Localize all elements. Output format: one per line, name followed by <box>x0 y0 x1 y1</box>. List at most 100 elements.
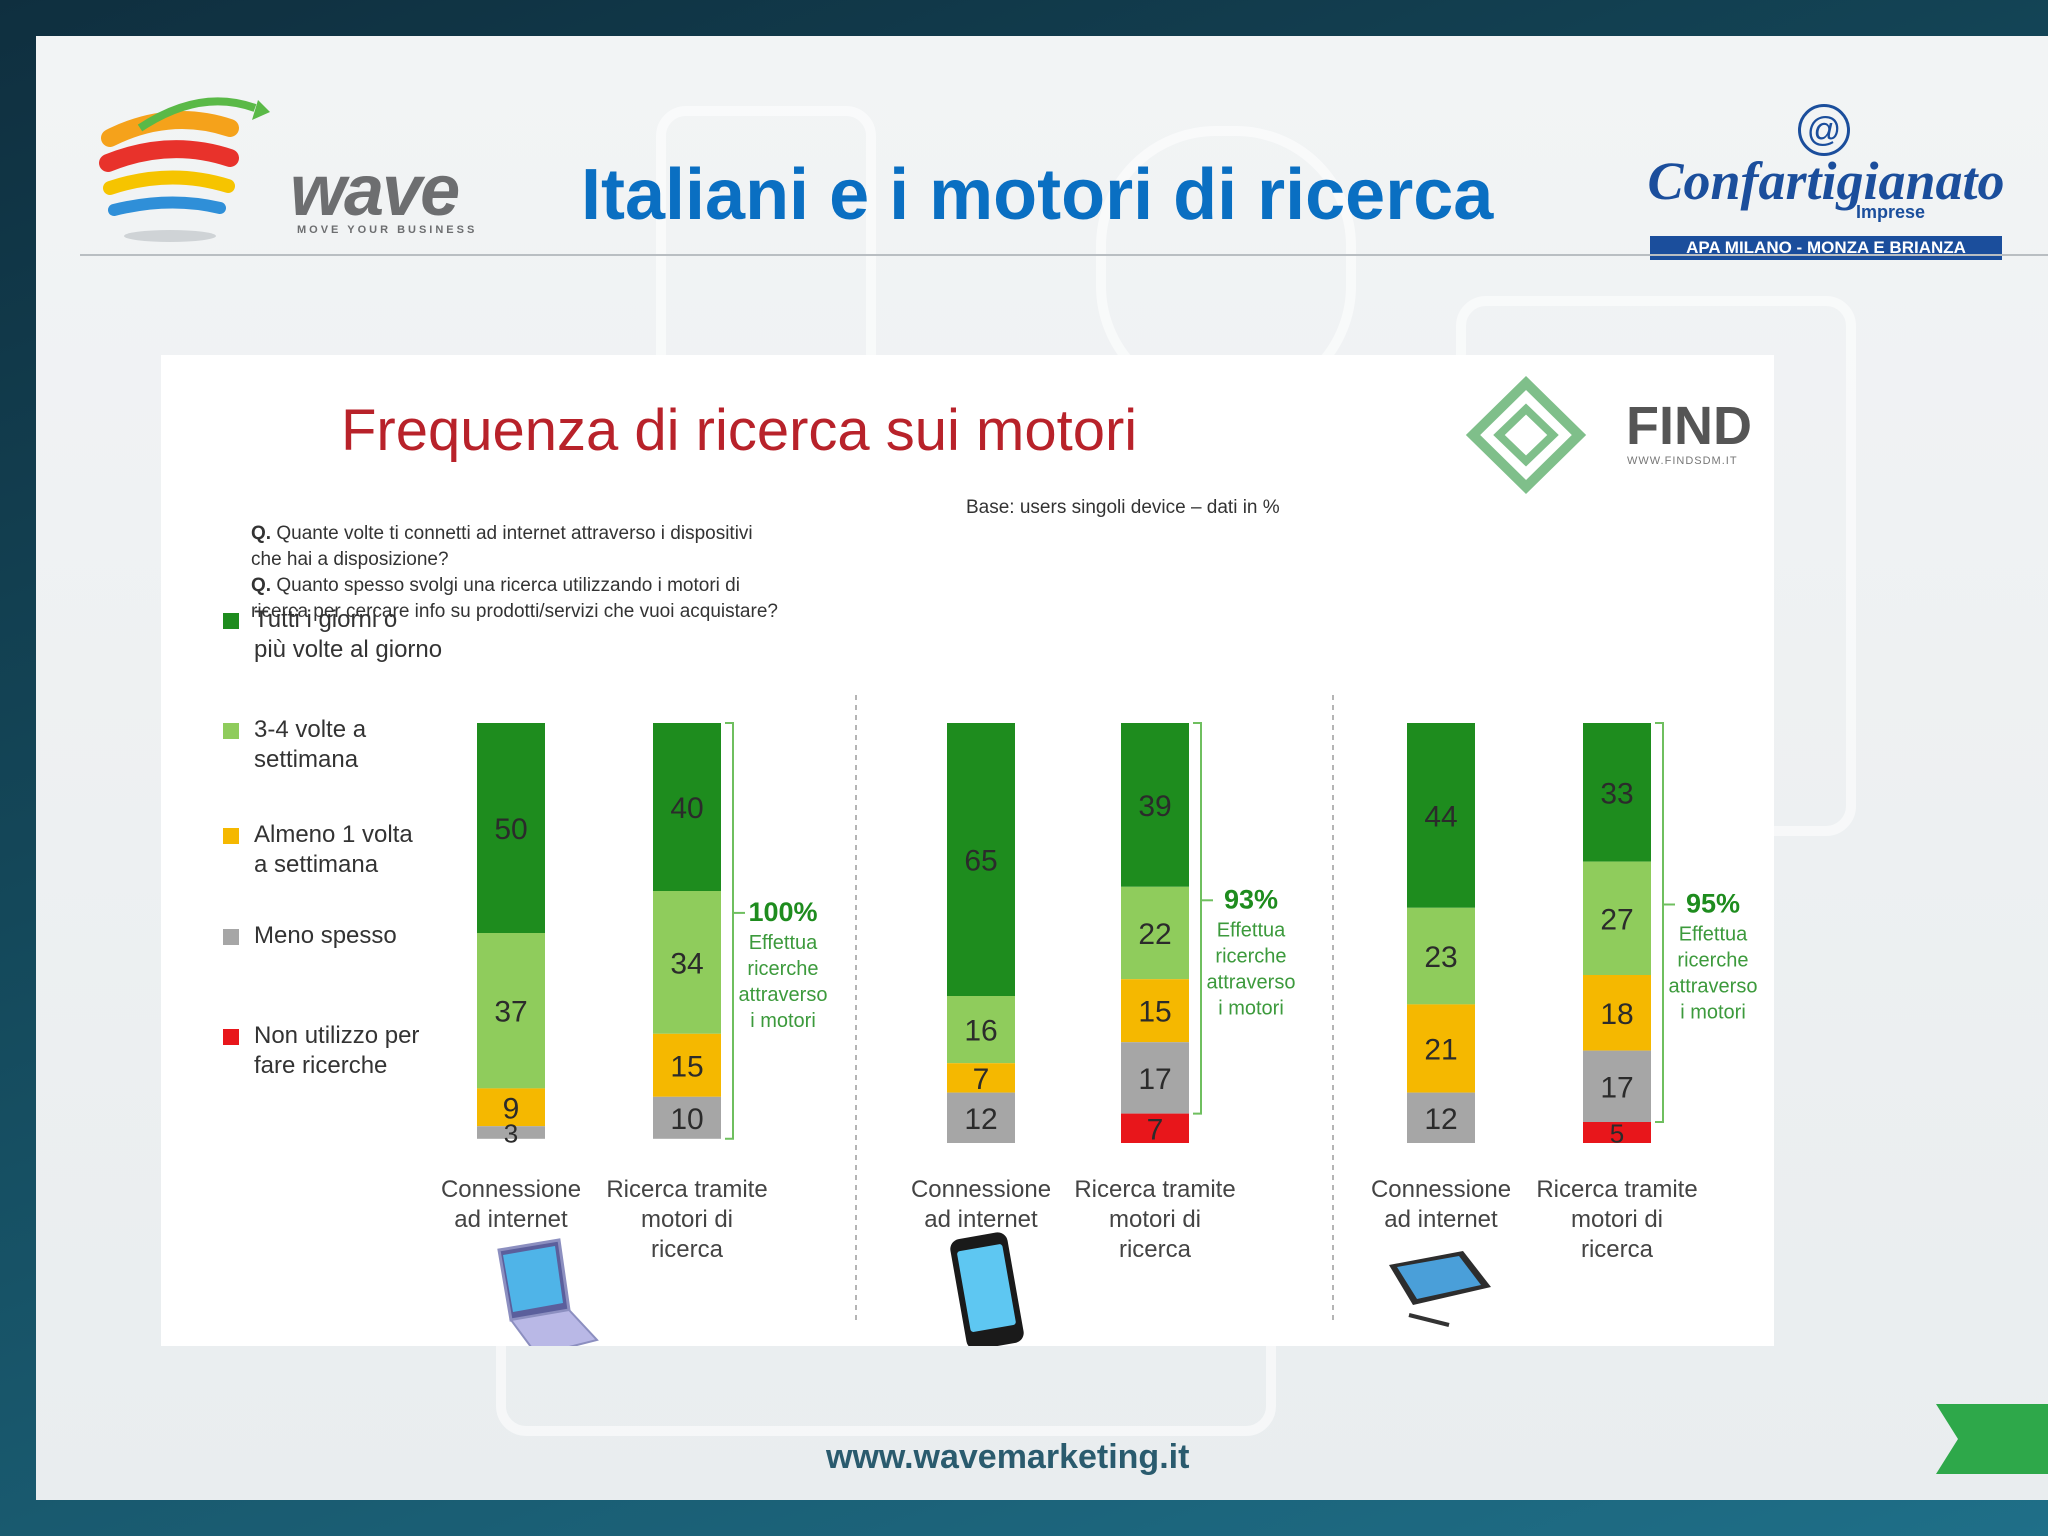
bar-segment <box>1121 1042 1189 1114</box>
at-icon: @ <box>1798 104 1850 156</box>
legend-swatch <box>223 828 239 844</box>
bracket-line <box>1193 722 1202 1115</box>
legend-label: 3-4 volte a <box>254 716 367 743</box>
question-2-line-2: ricerca per cercare info su prodotti/ser… <box>251 601 778 622</box>
bar-segment <box>1583 723 1651 862</box>
bar-segment <box>947 1092 1015 1143</box>
bracket-note: attraverso <box>1207 971 1296 993</box>
bar-segment <box>653 723 721 891</box>
data-label: 17 <box>1600 1071 1633 1104</box>
data-label: 39 <box>1138 790 1171 823</box>
chart-panel: Frequenza di ricerca sui motori FIND WWW… <box>161 355 1774 1346</box>
bracket-note: attraverso <box>739 984 828 1006</box>
find-wordmark: FIND <box>1626 396 1752 456</box>
bracket-note: Effettua <box>1217 919 1286 941</box>
data-label: 27 <box>1600 903 1633 936</box>
data-label: 22 <box>1138 918 1171 951</box>
confartigianato-wordmark: Confartigianato <box>1647 151 2005 211</box>
bar-segment <box>477 933 545 1089</box>
bar-segment <box>1407 1092 1475 1143</box>
question-1: Q. Quante volte ti connetti ad internet … <box>251 521 753 573</box>
data-label: 17 <box>1138 1063 1171 1096</box>
page-title: Italiani e i motori di ricerca <box>581 155 1494 235</box>
bracket-note: i motori <box>750 1010 816 1032</box>
data-label: 9 <box>503 1092 520 1125</box>
data-label: 7 <box>973 1063 990 1096</box>
bar-segment <box>947 1063 1015 1093</box>
question-2-prefix: Q. <box>251 575 272 596</box>
category-label: Connessione <box>441 1176 581 1203</box>
wave-swirl-icon <box>99 97 270 242</box>
legend-label: settimana <box>254 746 359 773</box>
category-label: ricerca <box>1119 1236 1192 1263</box>
bar-segment <box>1583 1050 1651 1122</box>
question-1-prefix: Q. <box>251 523 272 544</box>
category-label: Ricerca tramite <box>1074 1176 1235 1203</box>
bar-segment <box>653 1033 721 1097</box>
data-label: 16 <box>964 1015 997 1048</box>
data-label: 3 <box>504 1119 518 1149</box>
legend-label: Tutti i giorni o <box>254 606 397 633</box>
legend-swatch <box>223 929 239 945</box>
bar-segment <box>477 723 545 933</box>
category-label: Connessione <box>1371 1176 1511 1203</box>
data-label: 34 <box>670 947 703 980</box>
category-label: Ricerca tramite <box>606 1176 767 1203</box>
bar-segment <box>477 1088 545 1127</box>
stylus-icon <box>1408 1313 1450 1327</box>
bar-segment <box>477 1126 545 1139</box>
smartphone-screen <box>957 1244 1016 1332</box>
data-label: 21 <box>1424 1034 1457 1067</box>
confartigianato-sub: Imprese <box>1856 202 1926 222</box>
bar-segment <box>1121 979 1189 1043</box>
question-2: Q. Quanto spesso svolgi una ricerca util… <box>251 573 778 625</box>
legend-swatch <box>223 1029 239 1045</box>
legend-swatch <box>223 723 239 739</box>
bracket-note: ricerche <box>1215 945 1286 967</box>
data-label: 23 <box>1424 941 1457 974</box>
legend-label: Almeno 1 volta <box>254 821 413 848</box>
laptop-screen <box>503 1246 563 1312</box>
data-label: 15 <box>1138 996 1171 1029</box>
category-label: motori di <box>641 1206 733 1233</box>
legend-label: a settimana <box>254 851 379 878</box>
data-label: 15 <box>670 1050 703 1083</box>
data-label: 5 <box>1610 1119 1624 1149</box>
category-label: ad internet <box>924 1206 1038 1233</box>
bracket-percent: 100% <box>748 897 817 927</box>
bar-segment <box>1583 861 1651 975</box>
data-label: 7 <box>1147 1113 1164 1146</box>
bar-segment <box>1121 723 1189 887</box>
data-label: 12 <box>964 1103 997 1136</box>
find-logo <box>1461 375 1741 495</box>
bar-segment <box>1583 1122 1651 1143</box>
bracket-line <box>1655 722 1664 1123</box>
bar-segment <box>1583 975 1651 1051</box>
tablet-screen <box>1397 1256 1481 1299</box>
category-label: ricerca <box>1581 1236 1654 1263</box>
data-label: 44 <box>1424 800 1457 833</box>
bracket-note: i motori <box>1218 997 1284 1019</box>
data-label: 65 <box>964 845 997 878</box>
category-label: motori di <box>1109 1206 1201 1233</box>
data-label: 50 <box>494 813 527 846</box>
category-label: Ricerca tramite <box>1536 1176 1697 1203</box>
green-ribbon <box>1936 1404 2048 1474</box>
bracket-note: ricerche <box>1677 950 1748 972</box>
wave-logo: wave MOVE YOUR BUSINESS <box>80 68 480 248</box>
bracket-percent: 93% <box>1224 884 1278 914</box>
bar-segment <box>1407 723 1475 908</box>
bracket-note: ricerche <box>747 958 818 980</box>
find-diamond-icon <box>1465 375 1587 495</box>
legend-swatch <box>223 613 239 629</box>
data-label: 37 <box>494 996 527 1029</box>
category-label: motori di <box>1571 1206 1663 1233</box>
header-divider <box>80 254 2048 256</box>
wave-tagline: MOVE YOUR BUSINESS <box>297 224 478 236</box>
question-2-line-1: Quanto spesso svolgi una ricerca utilizz… <box>276 575 740 596</box>
legend-label: fare ricerche <box>254 1052 387 1079</box>
legend-label: Non utilizzo per <box>254 1022 419 1049</box>
bar-segment <box>653 891 721 1034</box>
footer-url[interactable]: www.wavemarketing.it <box>826 1438 1190 1476</box>
chart-title: Frequenza di ricerca sui motori <box>341 398 1138 463</box>
